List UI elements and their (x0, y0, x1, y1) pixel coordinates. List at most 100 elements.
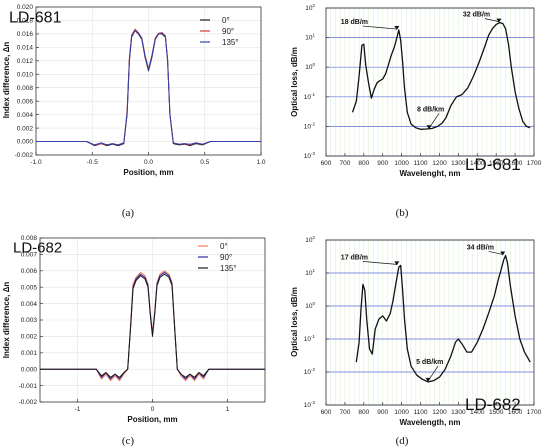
x-tick-label: 1700 (527, 160, 542, 167)
y-axis-label: Index difference, Δn (2, 282, 11, 359)
panel-title: LD-681 (465, 155, 521, 174)
annotation-label: 8 dB/km (417, 106, 444, 113)
annotation-arrow (362, 261, 397, 265)
y-tick-label: 0.003 (21, 317, 38, 324)
x-axis-label: Wavelength, nm (399, 418, 460, 427)
x-tick-label: 0.0 (144, 159, 153, 166)
y-tick-label: 0.001 (21, 350, 38, 357)
x-tick-label: 1300 (451, 409, 466, 416)
y-tick-label: 0.002 (21, 334, 38, 341)
annotation-arrowhead (496, 18, 502, 23)
x-tick-label: 1600 (508, 409, 523, 416)
y-tick-label: 0.002 (17, 125, 34, 132)
legend-label: 135° (220, 264, 237, 273)
x-tick-label: 1600 (508, 160, 523, 167)
y-tick-label: 100 (305, 62, 315, 71)
panel-title: LD-682 (13, 239, 62, 256)
y-tick-label: 10-1 (304, 92, 316, 101)
panel-label: (a) (122, 207, 135, 219)
y-tick-label: 0.006 (17, 98, 34, 105)
x-tick-label: -1 (75, 406, 81, 413)
y-tick-label: 0.004 (21, 301, 38, 308)
y-tick-label: -0.002 (15, 152, 34, 159)
y-tick-label: 100 (305, 301, 315, 310)
x-tick-label: 1200 (432, 409, 447, 416)
y-tick-label: 101 (305, 268, 315, 277)
legend-label: 0° (220, 242, 228, 251)
y-tick-label: 101 (305, 33, 315, 42)
x-tick-label: 1500 (489, 160, 504, 167)
panel-title: LD-682 (465, 395, 521, 414)
annotation-arrowhead (394, 26, 400, 31)
y-tick-label: 0.008 (17, 85, 34, 92)
x-tick-label: 1700 (527, 409, 542, 416)
chart-panel: -0.002 -0.001 0.000 0.001 0.002 0.003 0.004 0.0… (2, 235, 266, 447)
x-tick-label: 0 (151, 406, 155, 413)
x-tick-label: 700 (339, 160, 350, 167)
legend-label: 90° (222, 27, 234, 36)
series-line (36, 30, 261, 146)
legend-label: 90° (220, 253, 232, 262)
x-tick-label: 900 (377, 160, 388, 167)
x-tick-label: 1.0 (256, 159, 265, 166)
annotation-label: 32 dB/m (463, 12, 490, 19)
x-tick-label: 900 (377, 409, 388, 416)
annotation-arrowhead (425, 377, 431, 382)
x-tick-label: 600 (321, 160, 332, 167)
x-tick-label: 700 (339, 409, 350, 416)
y-tick-label: 10-2 (304, 367, 316, 376)
annotation-label: 5 dB/km (416, 359, 443, 366)
x-tick-label: 800 (358, 409, 369, 416)
plot-frame (325, 239, 535, 406)
y-tick-label: 10-3 (304, 151, 316, 160)
annotation-arrow (484, 18, 499, 22)
annotation-label: 17 dB/m (341, 254, 368, 261)
y-tick-label: -0.001 (19, 383, 38, 390)
y-tick-label: -0.002 (19, 399, 38, 406)
x-axis-label: Wavelenght, nm (399, 169, 460, 178)
y-axis-label: Index difference, Δn (2, 42, 11, 119)
plot-frame (325, 7, 535, 157)
y-tick-label: 0.006 (21, 268, 38, 275)
y-tick-label: 10-3 (304, 400, 316, 409)
chart-panel: 10-3 10-2 10-1 100 101 102 600 700 800 900 1000 110… (290, 3, 542, 219)
legend-label: 0° (222, 16, 230, 25)
y-tick-label: 0.012 (17, 58, 34, 65)
y-tick-label: 102 (305, 3, 315, 12)
panel-label: (c) (122, 435, 135, 447)
x-tick-label: -1.0 (30, 159, 42, 166)
x-tick-label: 0.5 (200, 159, 209, 166)
y-tick-label: 0.005 (21, 284, 38, 291)
annotation-label: 18 dB/m (341, 19, 368, 26)
y-tick-label: 0.008 (21, 235, 38, 242)
x-tick-label: 1 (226, 406, 230, 413)
annotation-arrowhead (500, 251, 506, 256)
y-tick-label: 0.020 (17, 4, 34, 11)
panel-label: (b) (396, 207, 409, 219)
y-axis-label: Optical loss, dB/m (290, 47, 299, 117)
series-line (36, 30, 261, 147)
annotation-arrow (488, 251, 503, 255)
chart-panel: 10-3 10-2 10-1 100 101 102 600 700 800 900 1000 110… (290, 235, 542, 447)
x-tick-label: 1000 (394, 160, 409, 167)
y-tick-label: 0.014 (17, 45, 34, 52)
chart-panel: -0.0020.0000.0020.0040.0060.0080.0100.01… (2, 4, 266, 219)
y-tick-label: 0.004 (17, 112, 34, 119)
x-tick-label: 600 (321, 409, 332, 416)
y-tick-label: 0.010 (17, 71, 34, 78)
annotation-label: 34 dB/m (467, 244, 494, 251)
x-tick-label: 1500 (489, 409, 504, 416)
y-tick-label: 0.018 (17, 18, 34, 25)
y-tick-label: 0.000 (21, 366, 38, 373)
x-tick-label: 1400 (470, 409, 485, 416)
x-axis-label: Position, mm (127, 415, 177, 424)
y-axis-label: Optical loss, dB/m (290, 287, 299, 357)
y-tick-label: 0.000 (17, 139, 34, 146)
y-tick-label: 10-2 (304, 121, 316, 130)
x-tick-label: 1400 (470, 160, 485, 167)
x-tick-label: 1200 (432, 160, 447, 167)
annotation-arrow (362, 25, 397, 30)
series-line (351, 21, 531, 130)
x-tick-label: 1100 (414, 160, 428, 167)
